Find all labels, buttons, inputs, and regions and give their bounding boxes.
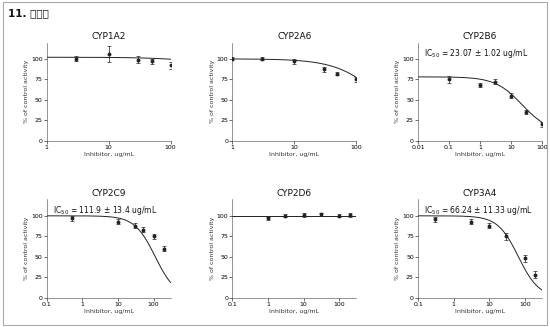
X-axis label: Inhibitor, ug/mL: Inhibitor, ug/mL	[84, 152, 134, 157]
Text: IC$_{50}$ = 66.24 ± 11.33 ug/mL: IC$_{50}$ = 66.24 ± 11.33 ug/mL	[424, 204, 533, 217]
Title: CYP2B6: CYP2B6	[463, 32, 497, 41]
Title: CYP1A2: CYP1A2	[91, 32, 126, 41]
Text: IC$_{50}$ = 111.9 ± 13.4 ug/mL: IC$_{50}$ = 111.9 ± 13.4 ug/mL	[53, 204, 157, 217]
Title: CYP2D6: CYP2D6	[277, 189, 312, 198]
X-axis label: Inhibitor, ug/mL: Inhibitor, ug/mL	[455, 152, 505, 157]
Title: CYP2A6: CYP2A6	[277, 32, 311, 41]
Y-axis label: % of control activity: % of control activity	[210, 217, 215, 280]
Y-axis label: % of control activity: % of control activity	[210, 60, 215, 123]
Y-axis label: % of control activity: % of control activity	[395, 60, 400, 123]
Text: IC$_{50}$ = 23.07 ± 1.02 ug/mL: IC$_{50}$ = 23.07 ± 1.02 ug/mL	[424, 47, 529, 60]
Title: CYP3A4: CYP3A4	[463, 189, 497, 198]
Y-axis label: % of control activity: % of control activity	[395, 217, 400, 280]
Title: CYP2C9: CYP2C9	[91, 189, 126, 198]
Y-axis label: % of control activity: % of control activity	[24, 60, 29, 123]
X-axis label: Inhibitor, ug/mL: Inhibitor, ug/mL	[269, 152, 320, 157]
Y-axis label: % of control activity: % of control activity	[24, 217, 29, 280]
X-axis label: Inhibitor, ug/mL: Inhibitor, ug/mL	[84, 309, 134, 314]
X-axis label: Inhibitor, ug/mL: Inhibitor, ug/mL	[455, 309, 505, 314]
X-axis label: Inhibitor, ug/mL: Inhibitor, ug/mL	[269, 309, 320, 314]
Text: 11. 루테인: 11. 루테인	[8, 8, 49, 18]
